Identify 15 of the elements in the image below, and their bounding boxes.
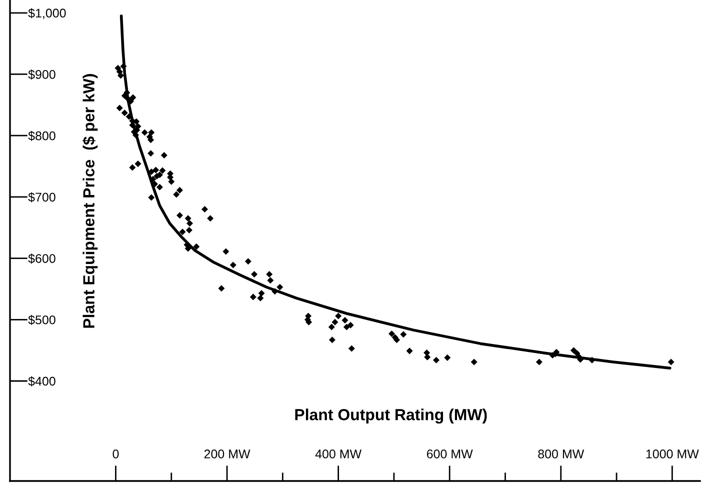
x-tick-label: 600 MW [426, 450, 473, 458]
x-tick-label: 1000 MW [646, 450, 699, 458]
y-tick-label: $500 [28, 314, 56, 326]
x-tick-label: 0 [112, 450, 119, 458]
x-axis-title: Plant Output Rating (MW) [295, 408, 487, 424]
y-tick-label: $600 [28, 254, 56, 264]
y-tick-label: $400 [28, 376, 56, 386]
y-tick-label: $800 [28, 130, 56, 141]
y-tick-label: $700 [28, 192, 56, 202]
x-tick-label: 800 MW [538, 450, 584, 458]
y-tick-label: $1,000 [28, 8, 66, 20]
y-axis-title: Plant Equipment Price ($ per kW) [82, 74, 98, 328]
x-tick-label: 200 MW [204, 450, 250, 458]
x-tick-label: 400 MW [315, 450, 362, 458]
y-tick-label: $900 [28, 70, 56, 80]
